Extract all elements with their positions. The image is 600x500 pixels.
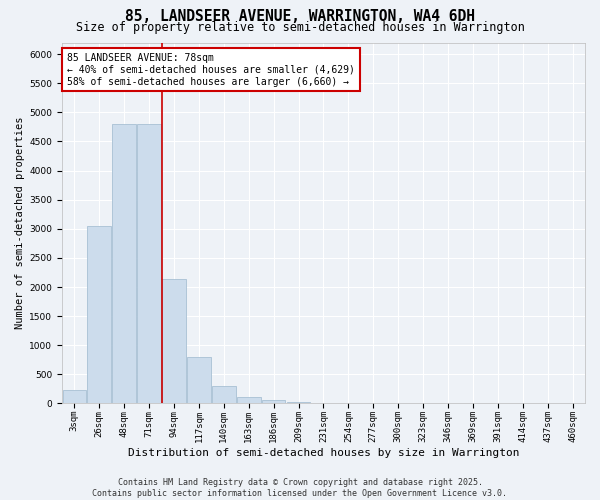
Bar	[88, 226, 111, 404]
Bar	[162, 280, 186, 404]
Y-axis label: Number of semi-detached properties: Number of semi-detached properties	[15, 116, 25, 329]
Bar	[311, 402, 335, 404]
Text: 85, LANDSEER AVENUE, WARRINGTON, WA4 6DH: 85, LANDSEER AVENUE, WARRINGTON, WA4 6DH	[125, 9, 475, 24]
Bar	[137, 124, 161, 404]
Bar	[237, 396, 260, 404]
Text: Contains HM Land Registry data © Crown copyright and database right 2025.
Contai: Contains HM Land Registry data © Crown c…	[92, 478, 508, 498]
Bar	[187, 358, 211, 404]
Text: Size of property relative to semi-detached houses in Warrington: Size of property relative to semi-detach…	[76, 21, 524, 34]
Bar	[112, 124, 136, 404]
X-axis label: Distribution of semi-detached houses by size in Warrington: Distribution of semi-detached houses by …	[128, 448, 519, 458]
Bar	[212, 386, 236, 404]
Bar	[287, 402, 310, 404]
Text: 85 LANDSEER AVENUE: 78sqm
← 40% of semi-detached houses are smaller (4,629)
58% : 85 LANDSEER AVENUE: 78sqm ← 40% of semi-…	[67, 54, 355, 86]
Bar	[62, 390, 86, 404]
Bar	[262, 400, 286, 404]
